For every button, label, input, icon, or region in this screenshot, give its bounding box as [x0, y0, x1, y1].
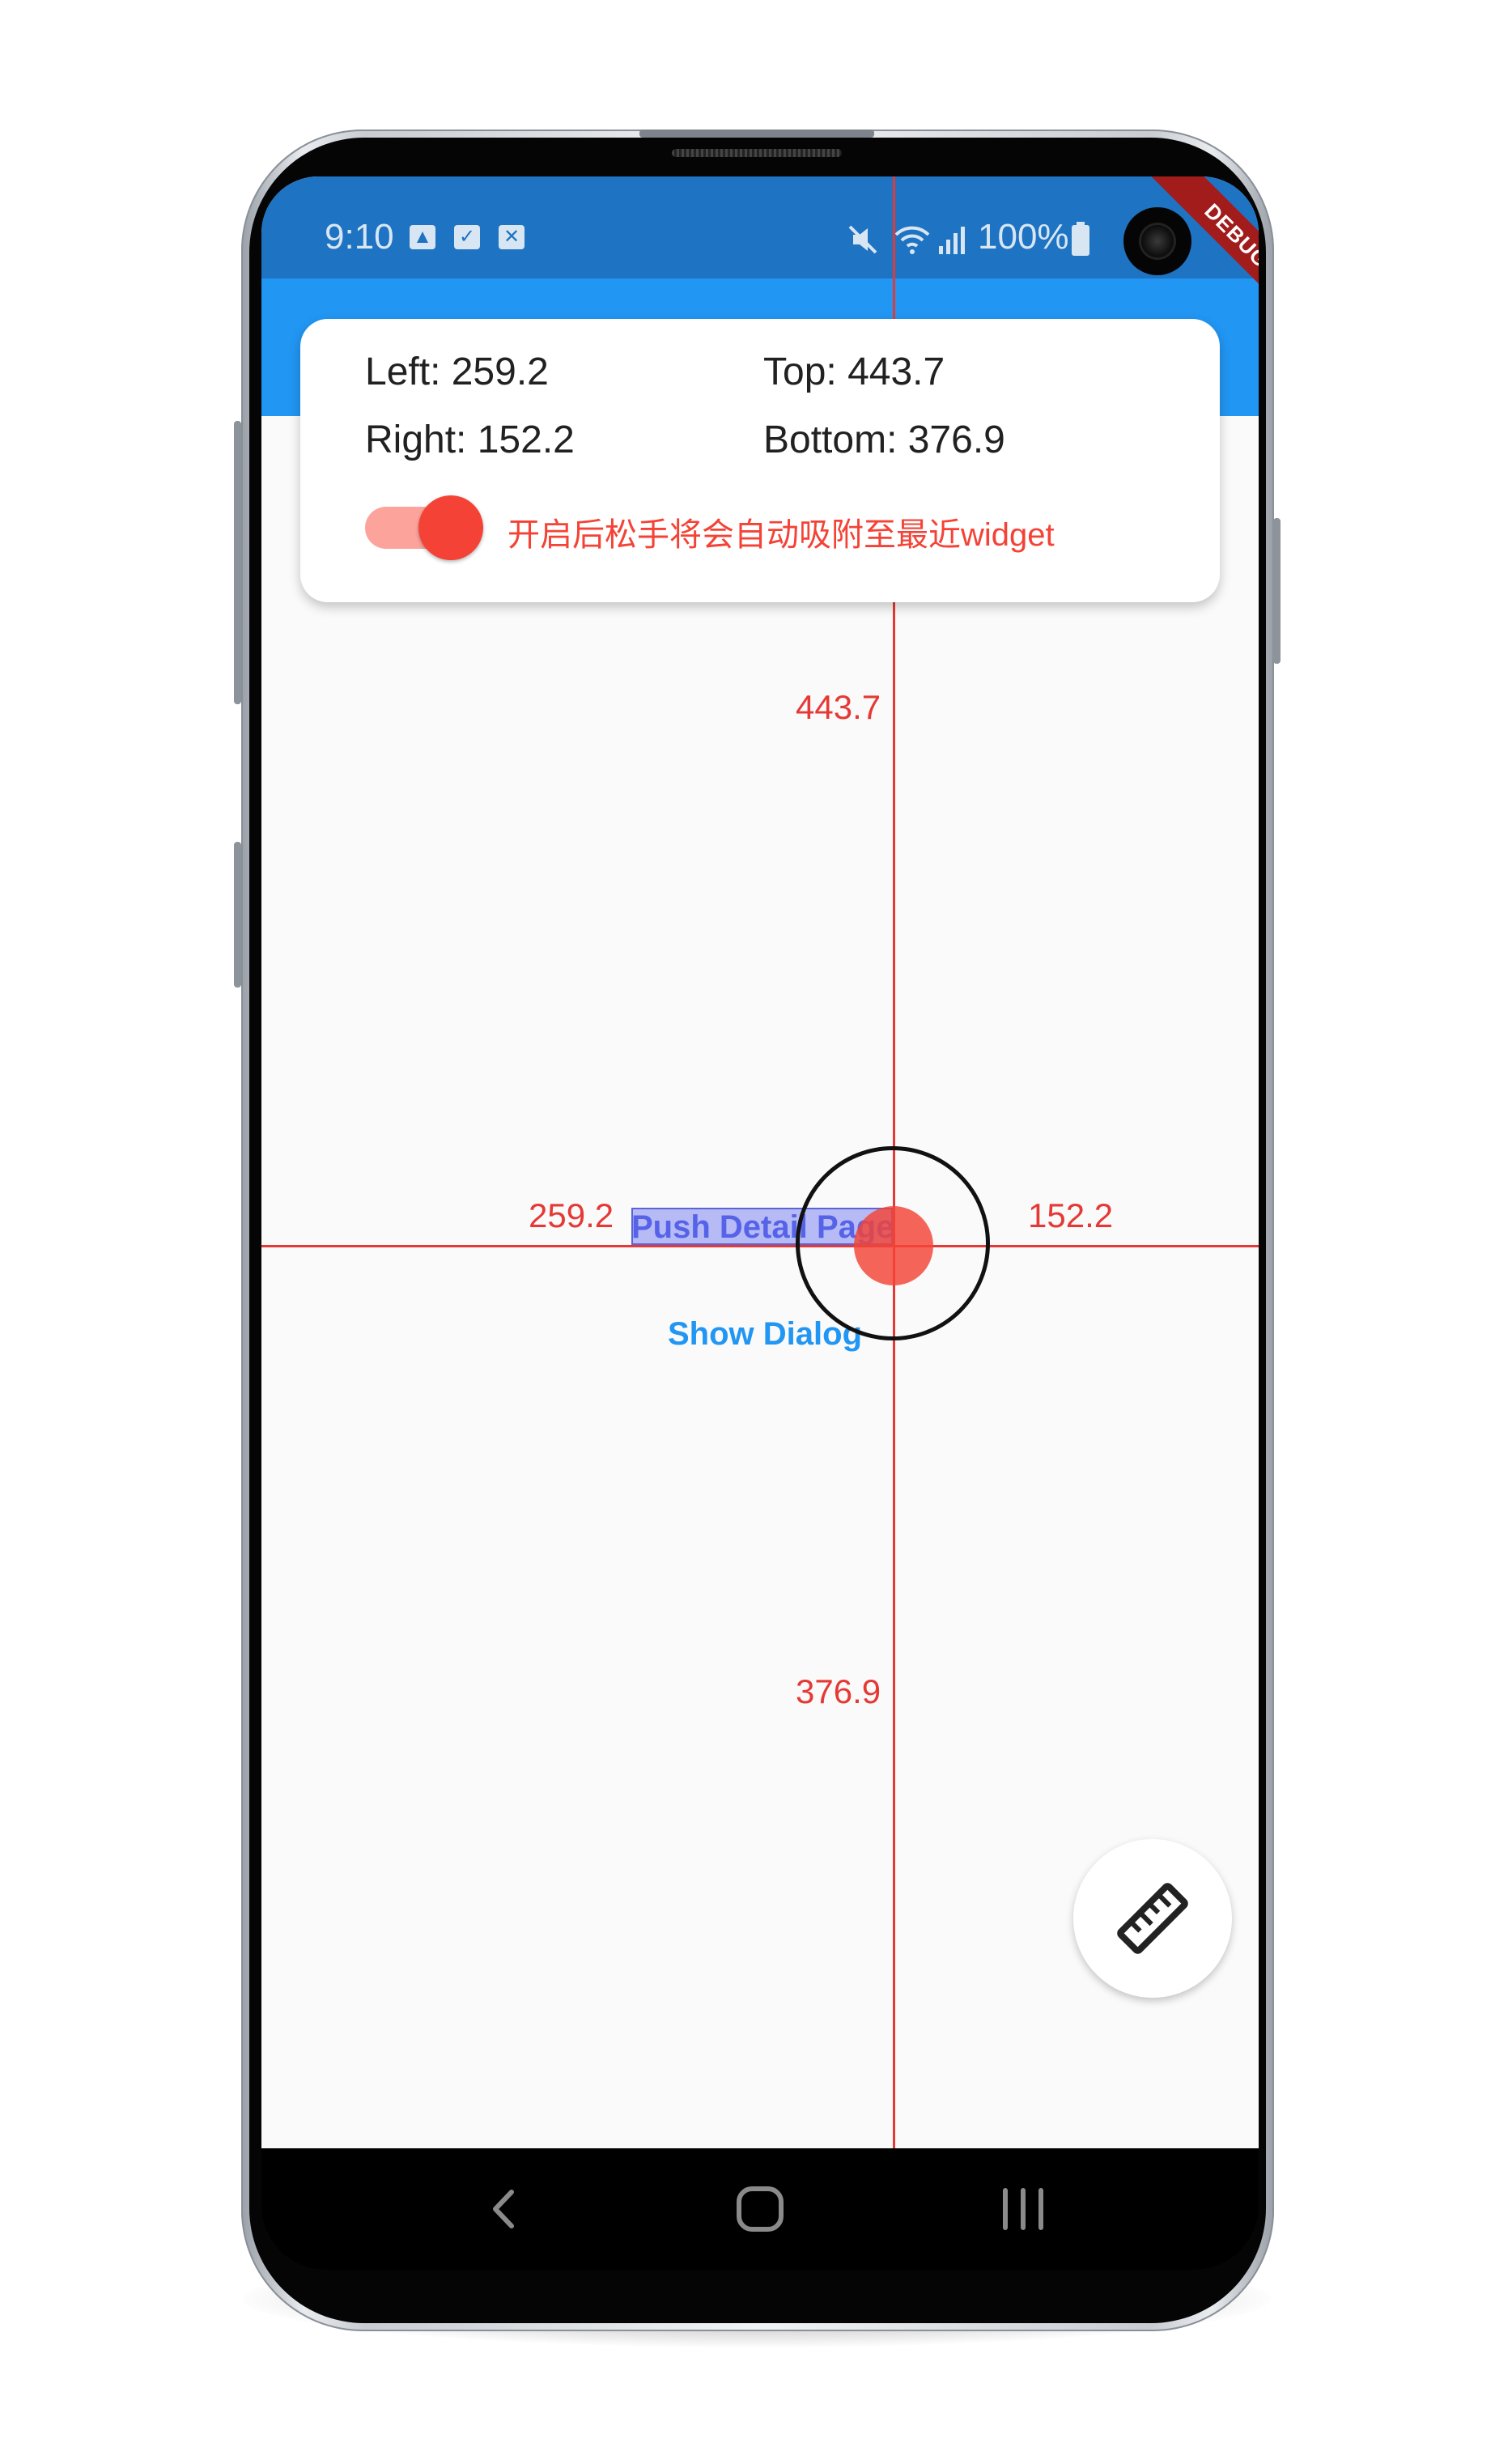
- measure-right-label: 152.2: [1028, 1196, 1114, 1234]
- home-button[interactable]: [716, 2173, 805, 2245]
- top-slot: [639, 130, 874, 138]
- measure-info-panel: Left: 259.2 Top: 443.7 Right: 152.2 Bott…: [300, 319, 1220, 602]
- drag-handle-dot[interactable]: [854, 1206, 933, 1285]
- gallery-icon: ▲: [410, 225, 435, 249]
- mute-icon: [848, 225, 877, 254]
- horizontal-measure-line: [261, 1245, 1259, 1247]
- front-camera: [1123, 207, 1191, 275]
- home-icon: [737, 2186, 784, 2232]
- measure-left-label: 259.2: [529, 1196, 614, 1234]
- wifi-icon: [894, 226, 930, 254]
- battery-percent: 100%: [978, 217, 1069, 257]
- ruler-icon: [1117, 1883, 1188, 1954]
- signal-icon: [939, 227, 965, 254]
- close-box-icon: ✕: [499, 225, 525, 249]
- recents-button[interactable]: [979, 2173, 1068, 2245]
- snap-switch-thumb[interactable]: [418, 495, 483, 560]
- back-icon: [493, 2190, 514, 2228]
- recents-icon: [1003, 2188, 1043, 2230]
- status-time: 9:10: [325, 217, 394, 257]
- top-value: Top: 443.7: [763, 350, 945, 393]
- bixby-button: [234, 842, 241, 988]
- ruler-fab-button[interactable]: [1073, 1839, 1232, 1998]
- measure-top-label: 443.7: [796, 688, 881, 726]
- status-bar: 9:10 ▲ ✓ ✕ 100%: [261, 176, 1259, 278]
- magnifier-ring[interactable]: [796, 1146, 990, 1340]
- power-button: [1273, 518, 1281, 664]
- earpiece-speaker: [672, 149, 842, 157]
- measure-bottom-label: 376.9: [796, 1672, 881, 1710]
- show-dialog-button[interactable]: Show Dialog: [668, 1316, 862, 1352]
- volume-up-button: [234, 421, 241, 704]
- screen: 9:10 ▲ ✓ ✕ 100% DEBUG 443.7 376: [261, 176, 1259, 2148]
- check-icon: ✓: [454, 225, 480, 249]
- navigation-bar: [261, 2148, 1259, 2270]
- left-value: Left: 259.2: [365, 350, 549, 393]
- right-value: Right: 152.2: [365, 418, 575, 461]
- back-button[interactable]: [460, 2173, 549, 2245]
- snap-switch-label: 开启后松手将会自动吸附至最近widget: [508, 517, 1055, 553]
- battery-icon: [1072, 222, 1089, 256]
- bottom-value: Bottom: 376.9: [763, 418, 1005, 461]
